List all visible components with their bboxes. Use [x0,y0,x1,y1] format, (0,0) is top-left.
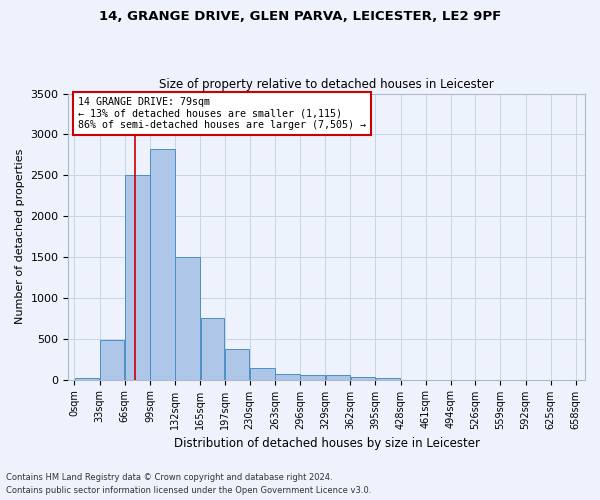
Text: 14, GRANGE DRIVE, GLEN PARVA, LEICESTER, LE2 9PF: 14, GRANGE DRIVE, GLEN PARVA, LEICESTER,… [99,10,501,23]
Bar [75,378,99,380]
Bar [225,348,250,380]
Y-axis label: Number of detached properties: Number of detached properties [15,149,25,324]
Bar [151,149,175,380]
Bar [175,257,200,380]
Title: Size of property relative to detached houses in Leicester: Size of property relative to detached ho… [160,78,494,91]
Bar [301,376,325,380]
Bar [376,378,400,380]
Text: 14 GRANGE DRIVE: 79sqm
← 13% of detached houses are smaller (1,115)
86% of semi-: 14 GRANGE DRIVE: 79sqm ← 13% of detached… [77,97,365,130]
Bar [250,368,275,380]
Bar [275,374,299,380]
Text: Contains HM Land Registry data © Crown copyright and database right 2024.
Contai: Contains HM Land Registry data © Crown c… [6,474,371,495]
Bar [125,176,149,380]
Bar [326,375,350,380]
X-axis label: Distribution of detached houses by size in Leicester: Distribution of detached houses by size … [174,437,480,450]
Bar [351,377,375,380]
Bar [200,318,224,380]
Bar [100,340,124,380]
